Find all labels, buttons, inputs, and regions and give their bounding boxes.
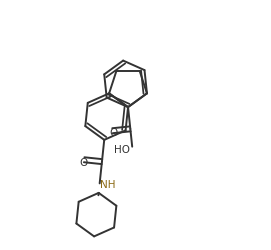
Text: O: O <box>109 127 118 137</box>
Text: O: O <box>79 157 87 167</box>
Text: NH: NH <box>100 180 115 190</box>
Text: HO: HO <box>114 144 130 154</box>
